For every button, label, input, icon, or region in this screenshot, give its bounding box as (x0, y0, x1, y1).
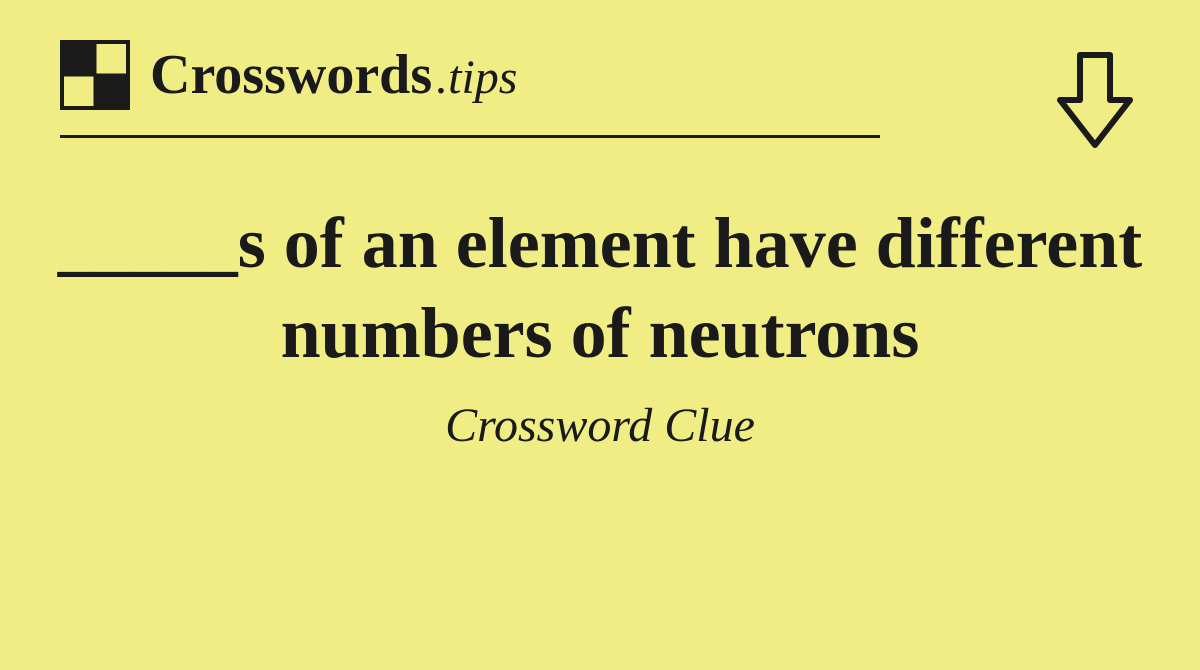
clue-text: _____s of an element have different numb… (40, 198, 1160, 378)
content-area: _____s of an element have different numb… (0, 138, 1200, 453)
brand-suffix: .tips (436, 50, 517, 105)
logo-section: Crosswords.tips (60, 40, 517, 110)
brand-main: Crosswords (150, 43, 432, 107)
clue-subtitle: Crossword Clue (40, 398, 1160, 453)
logo-text: Crosswords.tips (150, 43, 517, 107)
crossword-logo-icon (60, 40, 130, 110)
header: Crosswords.tips (0, 0, 1200, 110)
down-arrow-icon (1050, 50, 1140, 150)
